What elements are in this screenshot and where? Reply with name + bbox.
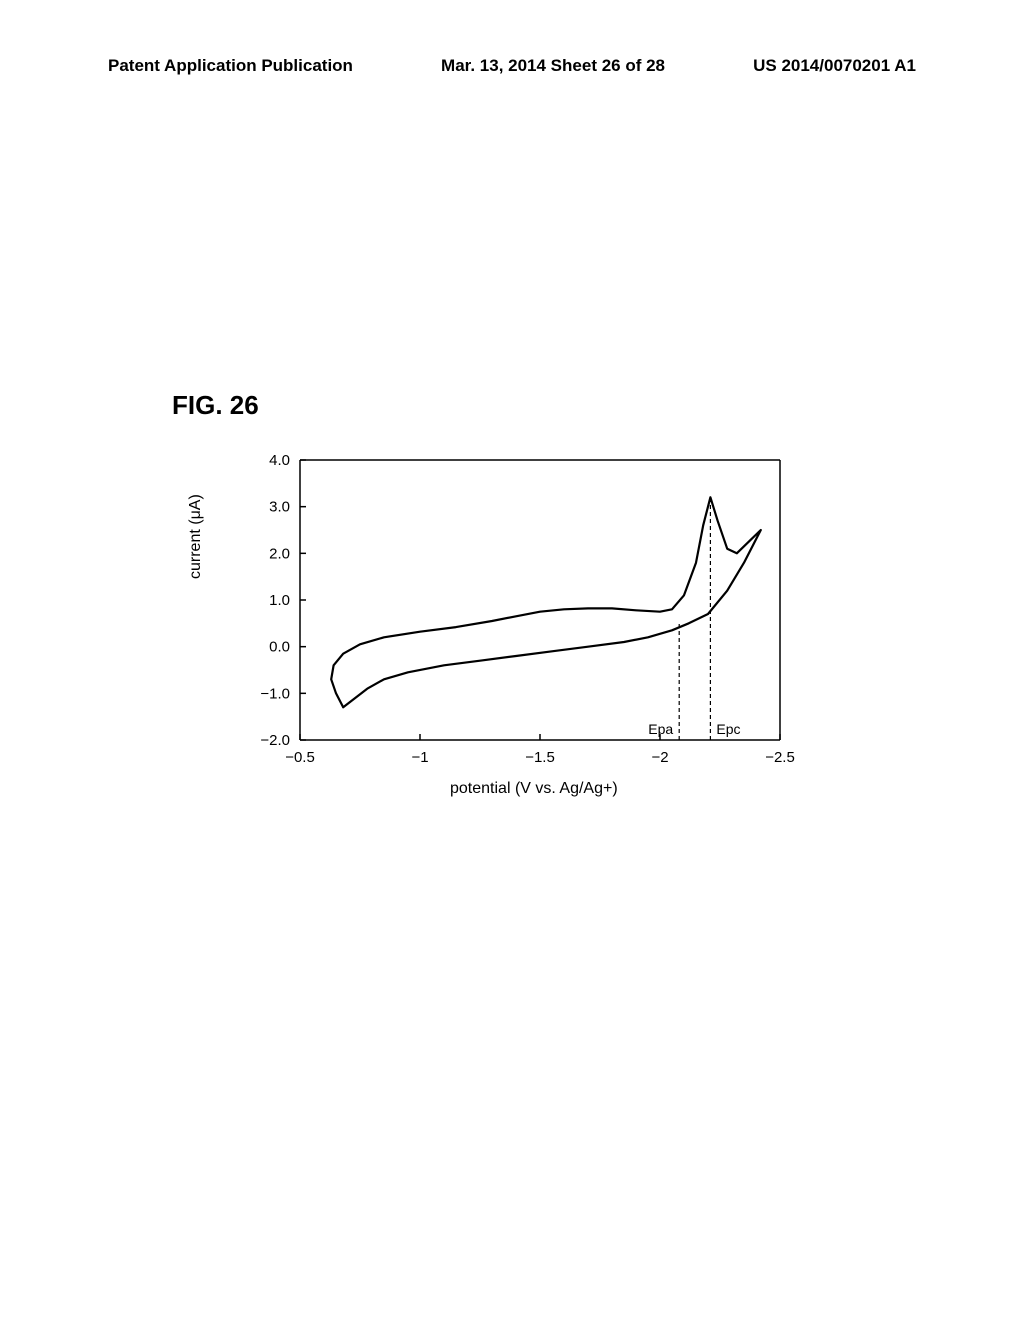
x-tick-label: −1.5	[525, 749, 555, 766]
patent-pub-label: Patent Application Publication	[108, 56, 353, 76]
date-sheet-label: Mar. 13, 2014 Sheet 26 of 28	[441, 56, 665, 76]
epa-label: Epa	[648, 721, 673, 737]
y-tick-label: 0.0	[269, 639, 290, 656]
patent-number-label: US 2014/0070201 A1	[753, 56, 916, 76]
y-tick-label: 2.0	[269, 545, 290, 562]
x-tick-label: −2	[651, 749, 668, 766]
cv-chart: −2.0 −1.0 0.0 1.0 2.0 3.0 4.0 −0.5 −1 −1.5 −2 −2.5 E…	[220, 440, 800, 820]
y-axis-label: current (μA)	[187, 494, 205, 579]
y-tick-label: 1.0	[269, 592, 290, 609]
y-tick-label: −1.0	[260, 685, 290, 702]
x-tick-label: −2.5	[765, 749, 795, 766]
x-tick-label: −1	[411, 749, 428, 766]
y-tick-label: −2.0	[260, 732, 290, 749]
x-tick-label: −0.5	[285, 749, 315, 766]
y-tick-label: 4.0	[269, 452, 290, 469]
chart-svg: −2.0 −1.0 0.0 1.0 2.0 3.0 4.0 −0.5 −1 −1.5 −2 −2.5 E…	[220, 440, 800, 820]
y-tick-label: 3.0	[269, 499, 290, 516]
cv-curve	[331, 497, 761, 707]
epc-label: Epc	[716, 721, 740, 737]
figure-label: FIG. 26	[172, 390, 259, 421]
x-axis-label: potential (V vs. Ag/Ag+)	[450, 780, 618, 798]
